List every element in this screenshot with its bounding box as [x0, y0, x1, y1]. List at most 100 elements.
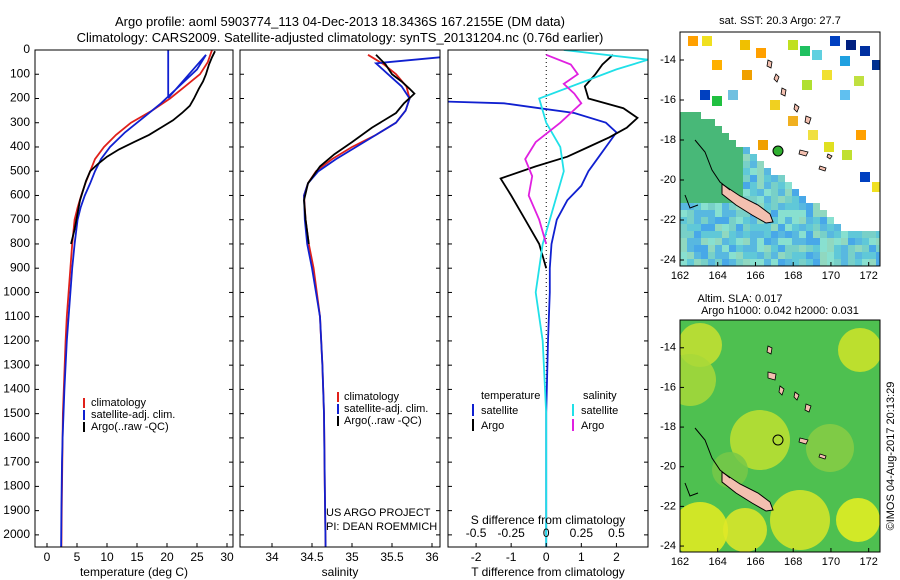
depth-tick-label: 1600 — [3, 430, 30, 444]
difference-series-temperature-satellite — [448, 100, 618, 547]
sst-map-patch — [740, 40, 750, 50]
sst-map-cell — [715, 133, 722, 140]
depth-tick-label: 1500 — [3, 406, 30, 420]
sst-map-cell — [827, 224, 834, 231]
sst-map-cell — [764, 189, 771, 196]
sst-map-cell — [876, 238, 880, 245]
difference-xtick-label: -2 — [471, 550, 482, 564]
sst-map-cell — [694, 189, 701, 196]
sst-map-cell — [708, 154, 715, 161]
sst-map-cell — [806, 252, 813, 259]
sst-map-cell — [715, 140, 722, 147]
depth-tick-label: 500 — [10, 163, 30, 177]
sst-map-patch — [860, 172, 870, 182]
sst-map-cell — [743, 182, 750, 189]
sst-map-cell — [687, 210, 694, 217]
sst-map-cell — [715, 245, 722, 252]
map-xtick-label: 168 — [784, 270, 802, 282]
sst-map-cell — [785, 231, 792, 238]
sst-map-cell — [680, 133, 687, 140]
sst-map-cell — [771, 203, 778, 210]
sst-map-cell — [757, 245, 764, 252]
sst-map-cell — [715, 210, 722, 217]
sst-map-cell — [841, 252, 848, 259]
sst-map-argo-position — [772, 145, 784, 157]
sst-map-cell — [687, 168, 694, 175]
sst-map-title: sat. SST: 20.3 Argo: 27.7 — [719, 15, 841, 27]
depth-tick-label: 1800 — [3, 479, 30, 493]
sst-map-cell — [694, 175, 701, 182]
sst-map-cell — [869, 259, 876, 266]
difference-panel: -2 -1 0 1 2 -0.5 -0.25 0 0.25 0.5 S difference fr… — [447, 49, 649, 579]
sst-map-cell — [680, 189, 687, 196]
sst-map-cell — [834, 231, 841, 238]
depth-tick-label: 800 — [10, 236, 30, 250]
sst-map-cell — [792, 245, 799, 252]
sst-map-cell — [771, 217, 778, 224]
sst-map-cell — [736, 231, 743, 238]
temperature-xlabel: temperature (deg C) — [80, 565, 188, 579]
sla-map-argo-position — [772, 434, 784, 446]
sst-map-cell — [701, 217, 708, 224]
sst-map-cell — [876, 245, 880, 252]
sla-map-frame — [679, 319, 881, 553]
sst-map-cell — [694, 112, 701, 119]
sst-map-cell — [806, 259, 813, 266]
sst-map-cell — [785, 259, 792, 266]
sst-map-cell — [736, 238, 743, 245]
depth-tick-label: 1700 — [3, 454, 30, 468]
sst-map-cell — [771, 259, 778, 266]
sst-map-cell — [736, 224, 743, 231]
sst-map-cell — [722, 238, 729, 245]
sst-map-cell — [764, 203, 771, 210]
sst-map-cell — [729, 175, 736, 182]
sst-map-cell — [708, 245, 715, 252]
sst-map-cell — [757, 231, 764, 238]
temperature-xtick-label: 15 — [130, 550, 144, 564]
sst-map-cell — [743, 238, 750, 245]
sst-map-cell — [855, 231, 862, 238]
temperature-xtick-label: 30 — [220, 550, 234, 564]
sst-map-cell — [764, 238, 771, 245]
sst-map-cell — [771, 210, 778, 217]
sst-map-cell — [722, 259, 729, 266]
temperature-series-climatology — [60, 50, 213, 547]
sst-map-cell — [792, 259, 799, 266]
sst-map-cell — [778, 245, 785, 252]
sst-map-cell — [680, 140, 687, 147]
sla-map-anomaly — [836, 498, 880, 542]
sst-map-cell — [792, 210, 799, 217]
sst-map-cell — [680, 252, 687, 259]
sst-map-cell — [785, 217, 792, 224]
map-ytick-label: -20 — [660, 461, 676, 473]
sst-map-cell — [778, 175, 785, 182]
sst-map-patch — [800, 46, 810, 56]
sst-map-cell — [757, 252, 764, 259]
difference-legend-temp-satellite: satellite — [481, 405, 518, 417]
sst-map-cell — [701, 231, 708, 238]
sst-map-cell — [778, 252, 785, 259]
sst-map-cell — [680, 210, 687, 217]
map-ytick-label: -14 — [660, 342, 676, 354]
map-ytick-label: -16 — [660, 381, 676, 393]
sst-map-cell — [813, 224, 820, 231]
map-ytick-label: -24 — [660, 254, 676, 266]
sst-map-cell — [743, 168, 750, 175]
sst-map-cell — [722, 133, 729, 140]
sst-map-cell — [708, 133, 715, 140]
sst-map-cell — [729, 154, 736, 161]
sst-map-cell — [687, 196, 694, 203]
depth-tick-label: 600 — [10, 188, 30, 202]
sst-map-cell — [750, 161, 757, 168]
sst-map-cell — [701, 210, 708, 217]
sst-map-cell — [687, 182, 694, 189]
sst-map-cell — [862, 231, 869, 238]
sst-map-cell — [757, 196, 764, 203]
difference-xlabel2: S difference from climatology — [471, 513, 626, 527]
sst-map-cell — [680, 182, 687, 189]
salinity-xlabel: salinity — [322, 565, 359, 579]
sst-map-cell — [708, 175, 715, 182]
map-xtick-label: 170 — [822, 556, 840, 568]
sst-map-patch — [822, 70, 832, 80]
sst-map-cell — [778, 210, 785, 217]
